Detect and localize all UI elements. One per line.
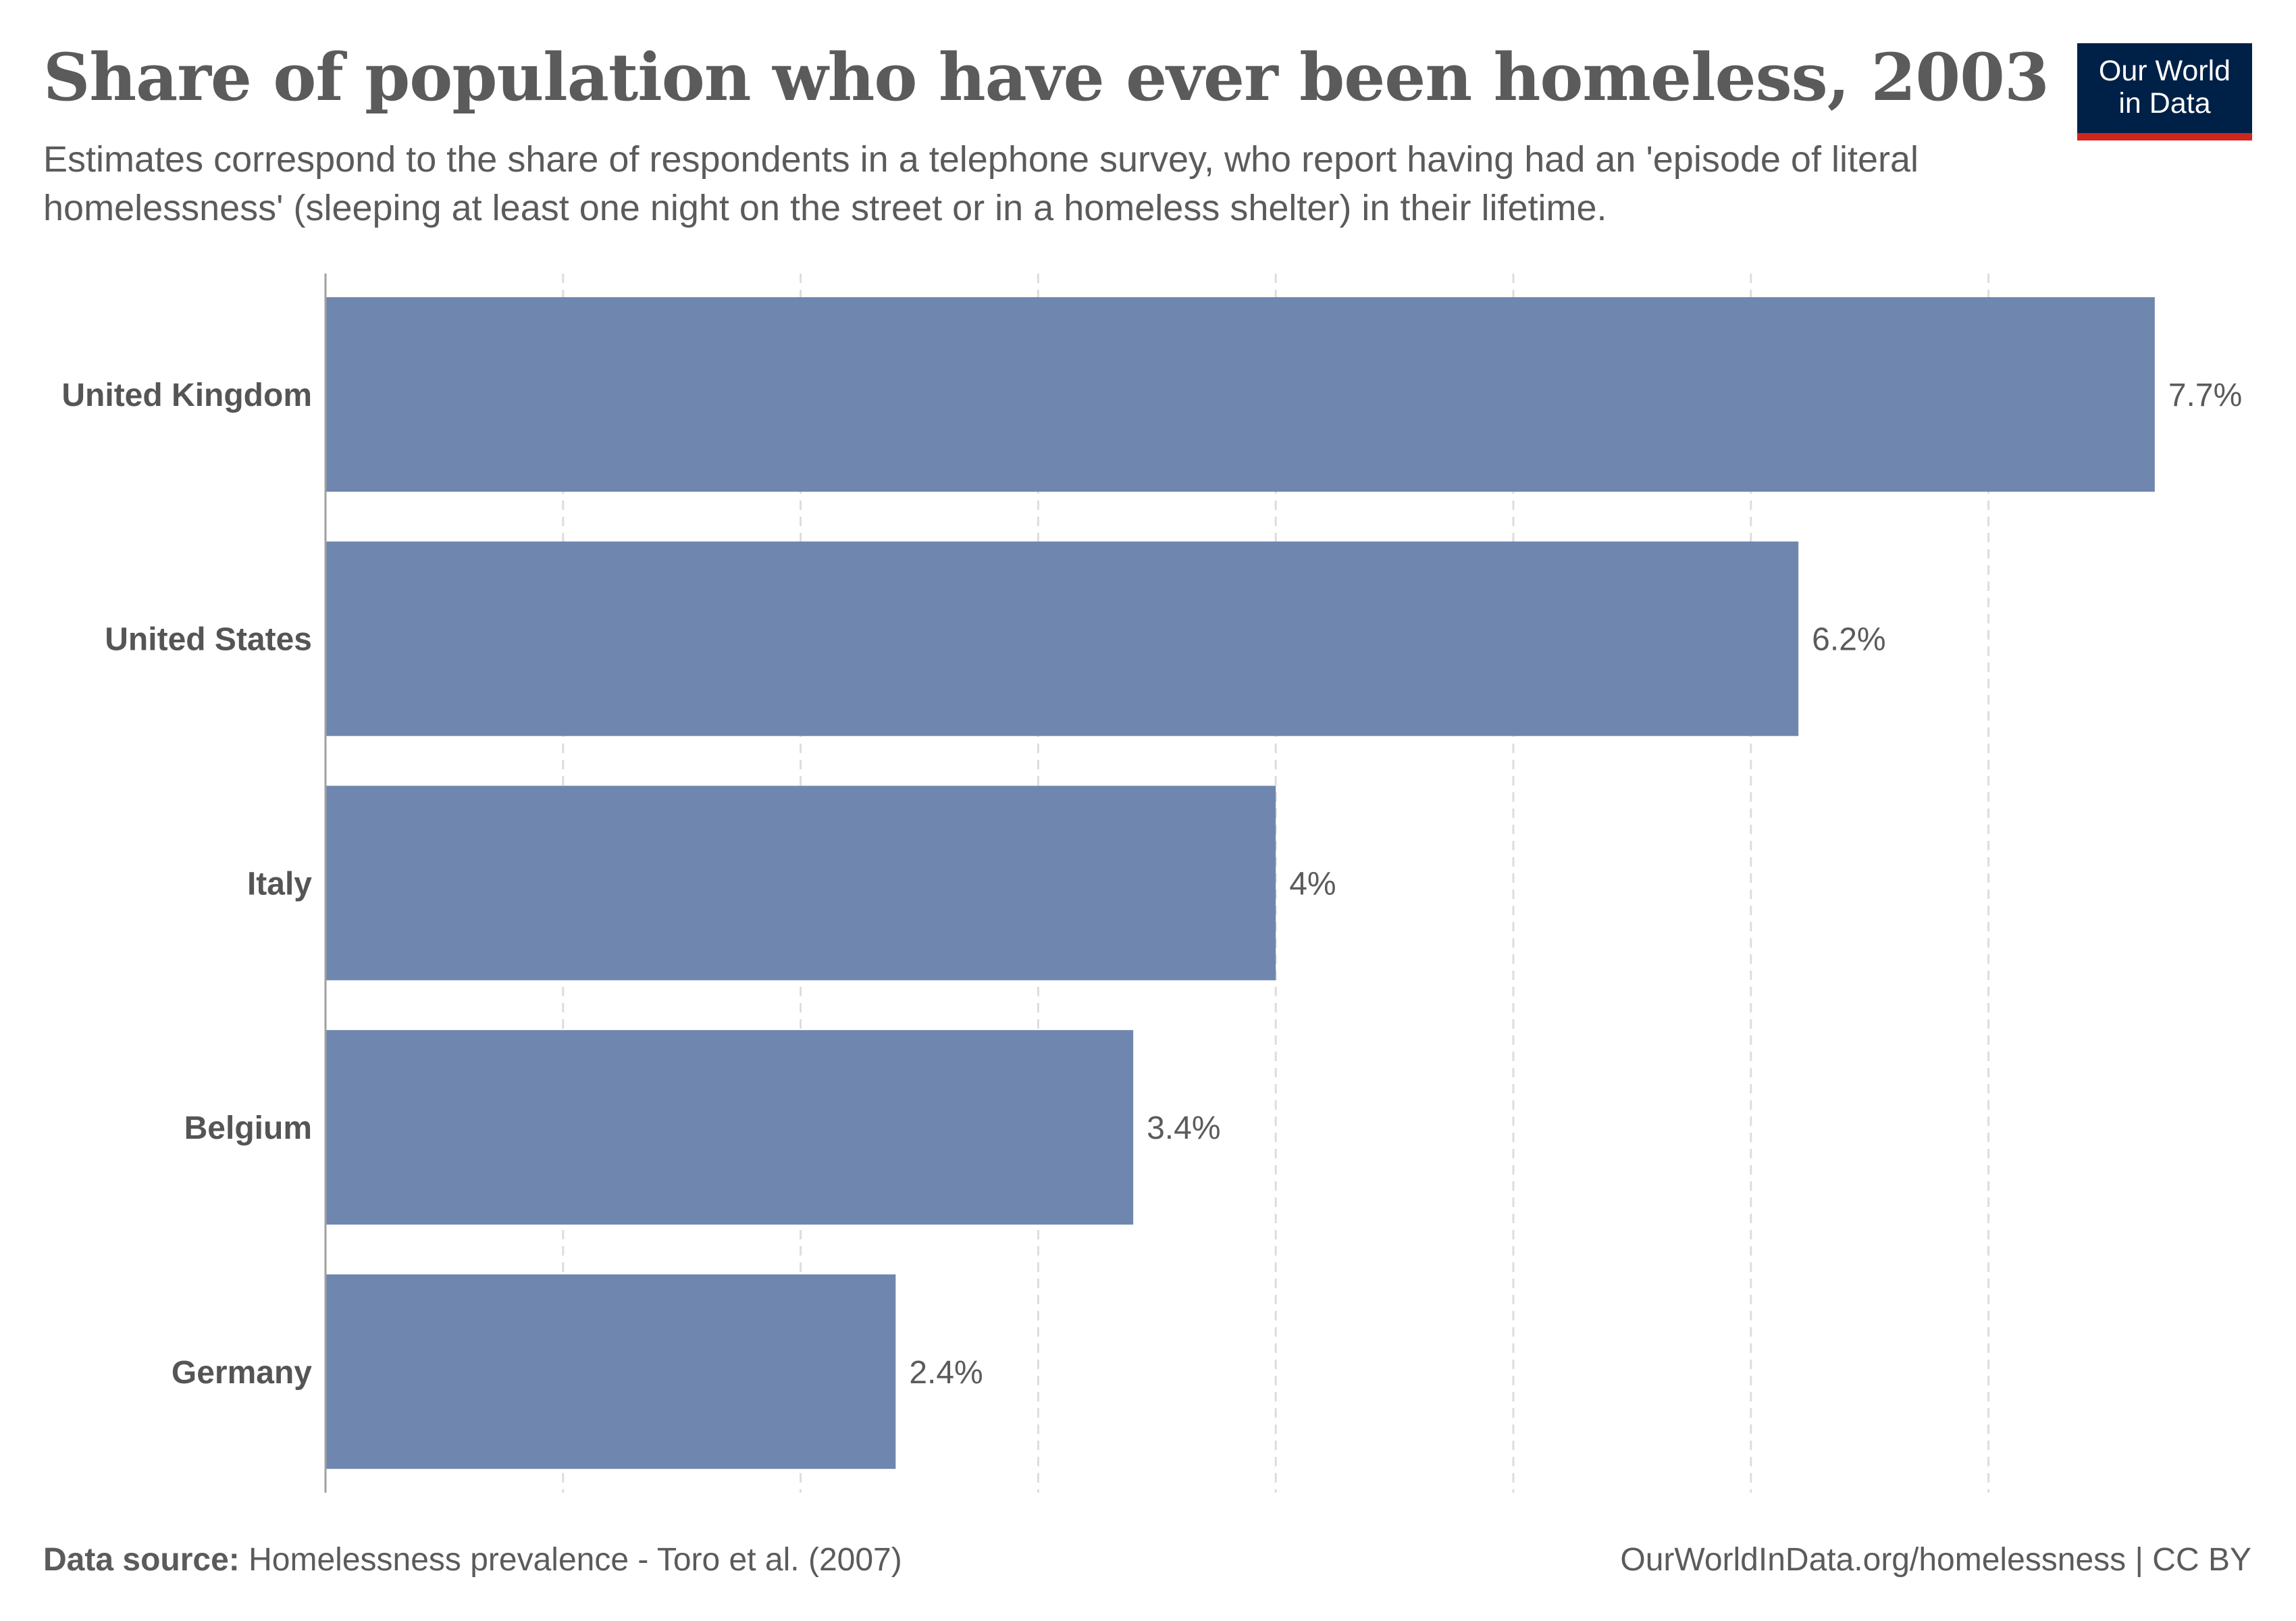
category-label: Germany: [172, 1355, 312, 1391]
data-source-text[interactable]: Homelessness prevalence - Toro et al. (2…: [249, 1542, 902, 1578]
bar[interactable]: [326, 1274, 896, 1469]
bar[interactable]: [326, 1030, 1134, 1225]
value-label: 4%: [1289, 866, 1336, 902]
value-label: 2.4%: [909, 1355, 983, 1391]
category-label: United States: [105, 622, 312, 658]
category-label: United Kingdom: [61, 378, 312, 413]
bar[interactable]: [326, 541, 1799, 736]
chart-title: Share of population who have ever been h…: [43, 39, 2050, 115]
data-source-label: Data source:: [43, 1542, 240, 1578]
category-label: Italy: [247, 866, 312, 902]
bar[interactable]: [326, 786, 1276, 981]
logo-line-2: in Data: [2118, 86, 2211, 120]
data-source: Data source: Homelessness prevalence - T…: [43, 1541, 902, 1578]
value-label: 3.4%: [1147, 1110, 1220, 1146]
value-label: 7.7%: [2168, 378, 2242, 413]
bar[interactable]: [326, 297, 2155, 492]
chart-subtitle: Estimates correspond to the share of res…: [43, 139, 1919, 228]
bars: United Kingdom 7.7% United States 6.2% Italy…: [61, 297, 2242, 1469]
logo-line-1: Our World: [2098, 54, 2231, 87]
value-label: 6.2%: [1812, 622, 1885, 658]
category-label: Belgium: [184, 1110, 312, 1146]
owid-logo[interactable]: Our World in Data: [2077, 43, 2252, 140]
credit-link[interactable]: OurWorldInData.org/homelessness | CC BY: [1620, 1542, 2251, 1578]
